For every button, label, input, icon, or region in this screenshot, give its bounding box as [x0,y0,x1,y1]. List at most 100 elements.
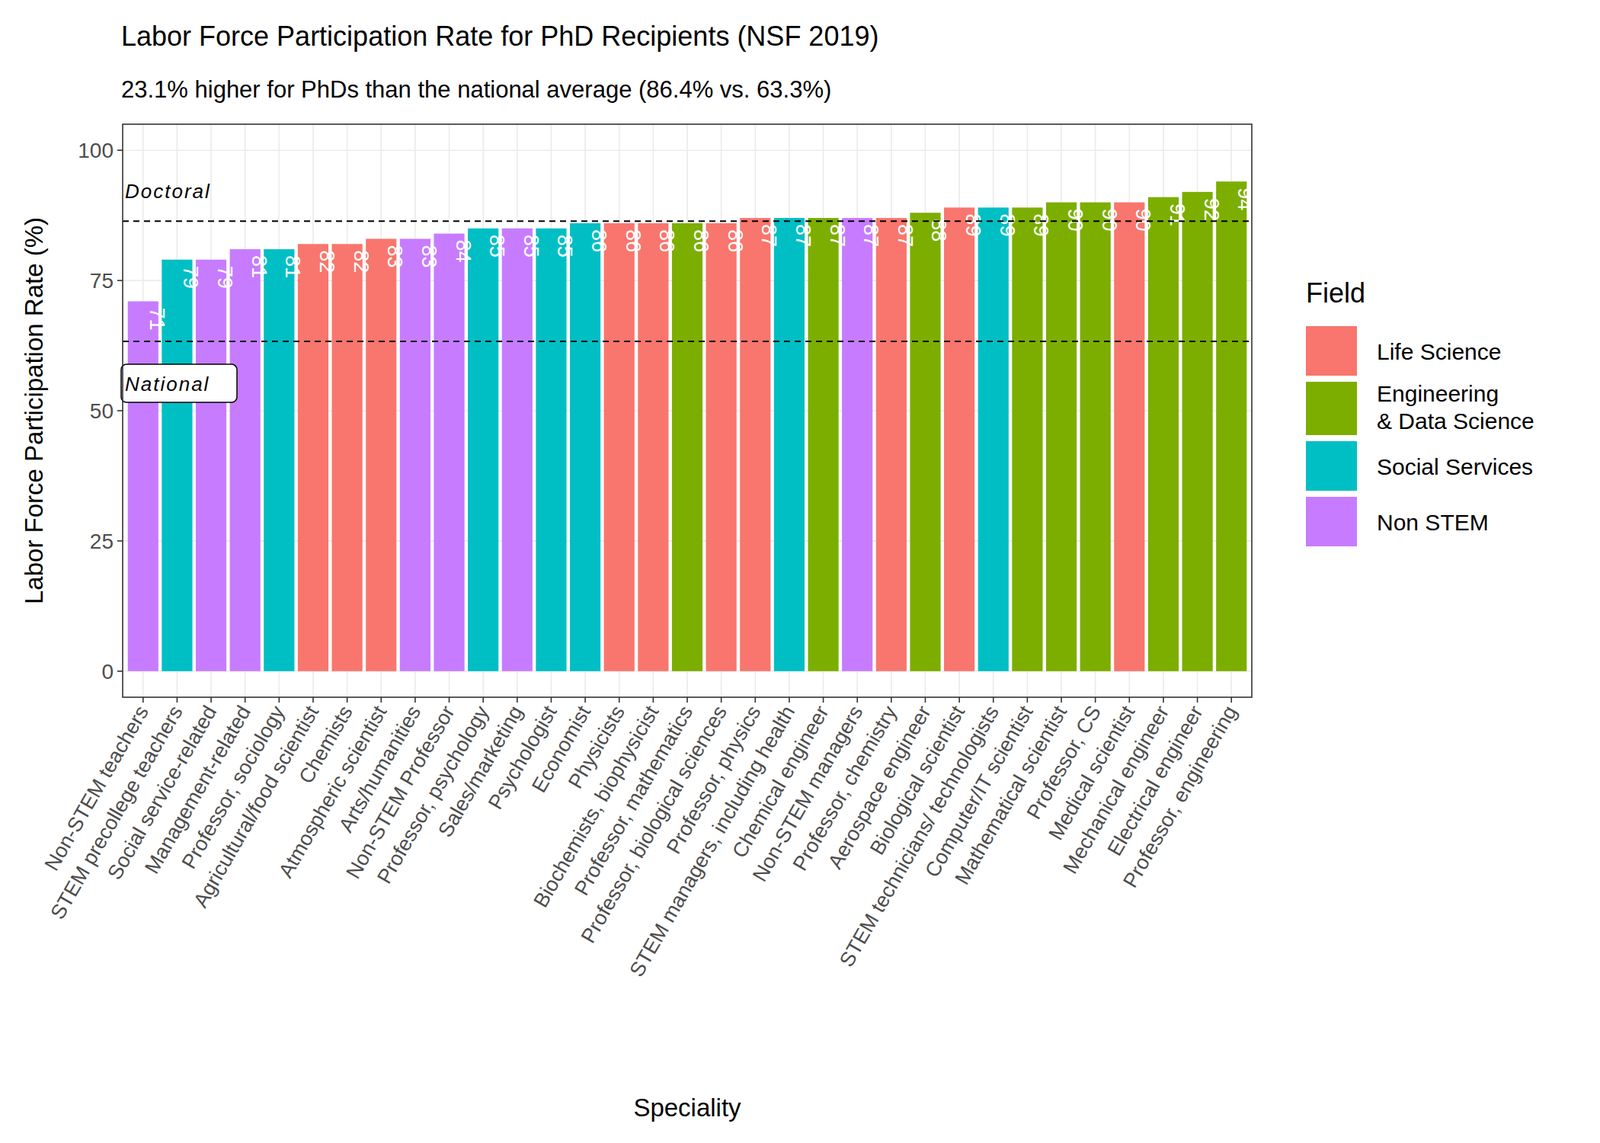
x-tick [312,697,314,703]
x-tick [1230,697,1232,703]
chart: Labor Force Participation Rate for PhD R… [0,0,1600,1143]
x-tick-label: Agricultural/food scientist [188,701,324,912]
legend-label: Social Services [1376,454,1533,480]
y-tick-label: 0 [101,659,114,684]
bar [467,228,499,672]
bar [807,217,839,672]
legend-label: Engineering& Data Science [1376,380,1535,434]
bar [637,223,669,672]
x-tick [516,697,519,703]
x-tick [1060,697,1063,703]
bar [400,238,431,671]
data-label: 87 [757,224,781,247]
x-tick [1196,697,1199,703]
bar [604,223,635,672]
x-tick [890,697,893,703]
x-tick [788,697,791,703]
annotation-label: National [124,372,210,396]
y-tick-label: 25 [89,529,114,554]
x-tick [584,697,586,703]
legend-key [1305,496,1357,547]
bar [535,228,567,672]
bar [433,233,464,672]
bar [739,217,771,672]
x-tick [856,697,858,703]
data-label: 86 [621,229,645,253]
legend-label-line: & Data Science [1376,408,1535,434]
data-label: 86 [587,229,611,253]
title: Labor Force Participation Rate for PhD R… [121,20,879,52]
legend-label-line: Life Science [1376,339,1501,365]
annotation-box [121,364,237,403]
x-tick [176,697,179,703]
y-tick [117,149,123,151]
bar [978,207,1009,671]
bar [365,238,397,671]
data-label: 84 [451,240,475,263]
bar [1080,202,1111,672]
data-label: 85 [485,234,509,258]
x-tick [1129,697,1131,703]
data-label: 83 [417,244,441,268]
x-tick-label: Professor, engineering [1118,701,1242,892]
data-label: 90 [1131,208,1155,232]
bar [569,223,601,672]
x-tick [482,697,484,703]
data-label: 85 [553,234,576,258]
data-label: 81 [281,255,304,279]
data-label: 88 [927,218,951,242]
data-label: 87 [791,224,815,247]
reference-line [122,340,1252,343]
bar [297,243,329,672]
plot-border [122,124,1252,698]
x-tick [618,697,621,703]
data-label: 92 [1200,198,1223,221]
plot-area [122,124,1252,698]
legend-label: Non STEM [1376,509,1489,535]
data-label: 82 [349,249,373,273]
data-label: 86 [689,229,713,253]
legend-label: Life Science [1376,339,1501,365]
data-label: 90 [1097,208,1121,232]
data-label: 87 [825,224,849,247]
bar [1181,192,1213,672]
data-label: 83 [383,244,407,268]
page: {"chart_data": { "type": "bar", "title":… [0,0,1600,1143]
data-label: 85 [519,234,543,258]
bar [876,217,907,672]
bar [128,300,159,671]
y-tick-label: 75 [89,268,114,293]
legend-title: Field [1305,277,1366,309]
x-tick [958,697,960,703]
subtitle: 23.1% higher for PhDs than the national … [121,76,832,103]
legend-label-line: Engineering [1376,380,1499,407]
bar [1113,202,1145,672]
y-tick-label: 50 [89,399,114,423]
x-tick [1162,697,1165,703]
bar [706,223,737,672]
x-tick [380,697,382,703]
y-tick [117,540,123,542]
x-tick [244,697,247,703]
background [0,0,1600,1143]
data-label: 82 [315,249,339,273]
legend-key [1305,326,1357,376]
x-tick [346,697,349,703]
data-label: 90 [1063,208,1087,232]
data-label: 89 [995,213,1019,237]
x-tick [210,697,212,703]
data-label: 87 [893,224,917,247]
bars [128,181,1248,672]
bar [944,207,975,671]
bar [672,223,703,672]
y-tick-label: 100 [77,138,114,163]
bar [909,212,941,672]
y-tick [117,670,123,672]
x-tick [1027,697,1029,703]
x-tick [754,697,756,703]
x-tick [278,697,281,703]
x-tick [414,697,416,703]
x-tick [720,697,723,703]
data-label: 87 [859,224,883,247]
bar [195,259,227,672]
